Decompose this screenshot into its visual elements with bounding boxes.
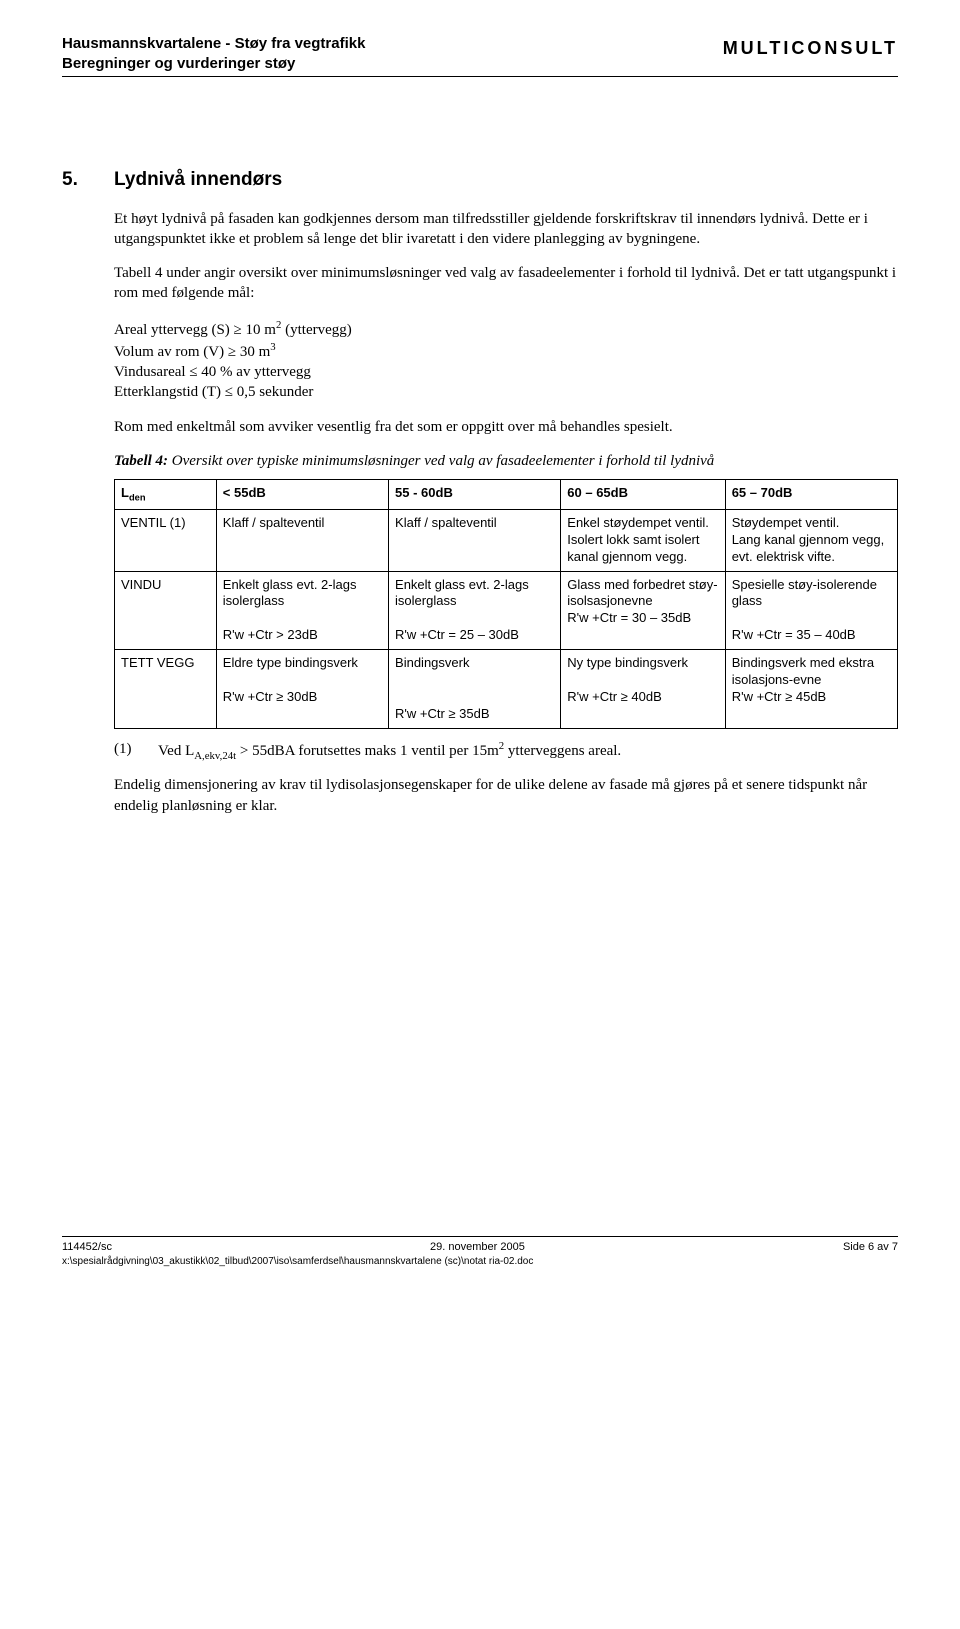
footnote: (1) Ved LA,ekv,24t > 55dBA forutsettes m… (114, 739, 898, 764)
col-header-1: < 55dB (216, 480, 388, 510)
section-number: 5. (62, 167, 114, 193)
cell: Eldre type bindingsverk R'w +Ctr ≥ 30dB (216, 650, 388, 729)
cell: Glass med forbedret støy-isolsasjonevne … (561, 571, 725, 650)
paragraph-1: Et høyt lydnivå på fasaden kan godkjenne… (114, 209, 898, 250)
cell: Klaff / spalteventil (216, 509, 388, 571)
footnote-text: Ved LA,ekv,24t > 55dBA forutsettes maks … (158, 739, 621, 764)
footer-date: 29. november 2005 (430, 1240, 525, 1255)
section-title: Lydnivå innendørs (114, 169, 282, 190)
table-caption-label: Tabell 4: (114, 453, 168, 469)
header-brand: MULTICONSULT (723, 34, 898, 60)
table-row: TETT VEGG Eldre type bindingsverk R'w +C… (115, 650, 898, 729)
table-caption: Tabell 4: Oversikt over typiske minimums… (114, 451, 898, 471)
col-header-2: 55 - 60dB (389, 480, 561, 510)
criterion-1: Areal yttervegg (S) ≥ 10 m2 (yttervegg) (114, 318, 898, 340)
cell: Ny type bindingsverk R'w +Ctr ≥ 40dB (561, 650, 725, 729)
footer-meta: 114452/sc 29. november 2005 Side 6 av 7 (62, 1240, 898, 1255)
body-content: Et høyt lydnivå på fasaden kan godkjenne… (114, 209, 898, 816)
row-label: VINDU (115, 571, 217, 650)
criterion-3: Vindusareal ≤ 40 % av yttervegg (114, 362, 898, 382)
superscript: 3 (270, 341, 275, 353)
page-footer: 114452/sc 29. november 2005 Side 6 av 7 … (62, 1236, 898, 1268)
footer-path: x:\spesialrådgivning\03_akustikk\02_tilb… (62, 1255, 898, 1269)
table-header-row: Lden < 55dB 55 - 60dB 60 – 65dB 65 – 70d… (115, 480, 898, 510)
row-label: VENTIL (1) (115, 509, 217, 571)
col-header-3: 60 – 65dB (561, 480, 725, 510)
footnote-marker: (1) (114, 739, 144, 764)
table-row: VENTIL (1) Klaff / spalteventil Klaff / … (115, 509, 898, 571)
criteria-list: Areal yttervegg (S) ≥ 10 m2 (yttervegg) … (114, 318, 898, 403)
cell: Bindingsverk med ekstra isolasjons-evne … (725, 650, 897, 729)
cell: Støydempet ventil. Lang kanal gjennom ve… (725, 509, 897, 571)
header-title: Hausmannskvartalene - Støy fra vegtrafik… (62, 34, 365, 73)
table-row: VINDU Enkelt glass evt. 2-lags isolergla… (115, 571, 898, 650)
cell: Spesielle støy-isolerende glass R'w +Ctr… (725, 571, 897, 650)
cell: Enkelt glass evt. 2-lags isolerglass R'w… (389, 571, 561, 650)
header-title-line1: Hausmannskvartalene - Støy fra vegtrafik… (62, 34, 365, 54)
footer-ref: 114452/sc (62, 1240, 112, 1255)
col-header-lden: Lden (115, 480, 217, 510)
paragraph-3: Rom med enkeltmål som avviker vesentlig … (114, 417, 898, 437)
col-header-4: 65 – 70dB (725, 480, 897, 510)
paragraph-4: Endelig dimensjonering av krav til lydis… (114, 775, 898, 816)
section-heading: 5.Lydnivå innendørs (62, 167, 898, 193)
cell: Bindingsverk R'w +Ctr ≥ 35dB (389, 650, 561, 729)
header-title-line2: Beregninger og vurderinger støy (62, 54, 365, 74)
table-caption-text: Oversikt over typiske minimumsløsninger … (168, 453, 714, 469)
criterion-2: Volum av rom (V) ≥ 30 m3 (114, 340, 898, 362)
cell: Enkelt glass evt. 2-lags isolerglass R'w… (216, 571, 388, 650)
row-label: TETT VEGG (115, 650, 217, 729)
cell: Klaff / spalteventil (389, 509, 561, 571)
page-header: Hausmannskvartalene - Støy fra vegtrafik… (62, 34, 898, 77)
criterion-4: Etterklangstid (T) ≤ 0,5 sekunder (114, 382, 898, 402)
facade-table: Lden < 55dB 55 - 60dB 60 – 65dB 65 – 70d… (114, 479, 898, 729)
paragraph-2: Tabell 4 under angir oversikt over minim… (114, 263, 898, 304)
cell: Enkel støydempet ventil. Isolert lokk sa… (561, 509, 725, 571)
footer-page: Side 6 av 7 (843, 1240, 898, 1255)
